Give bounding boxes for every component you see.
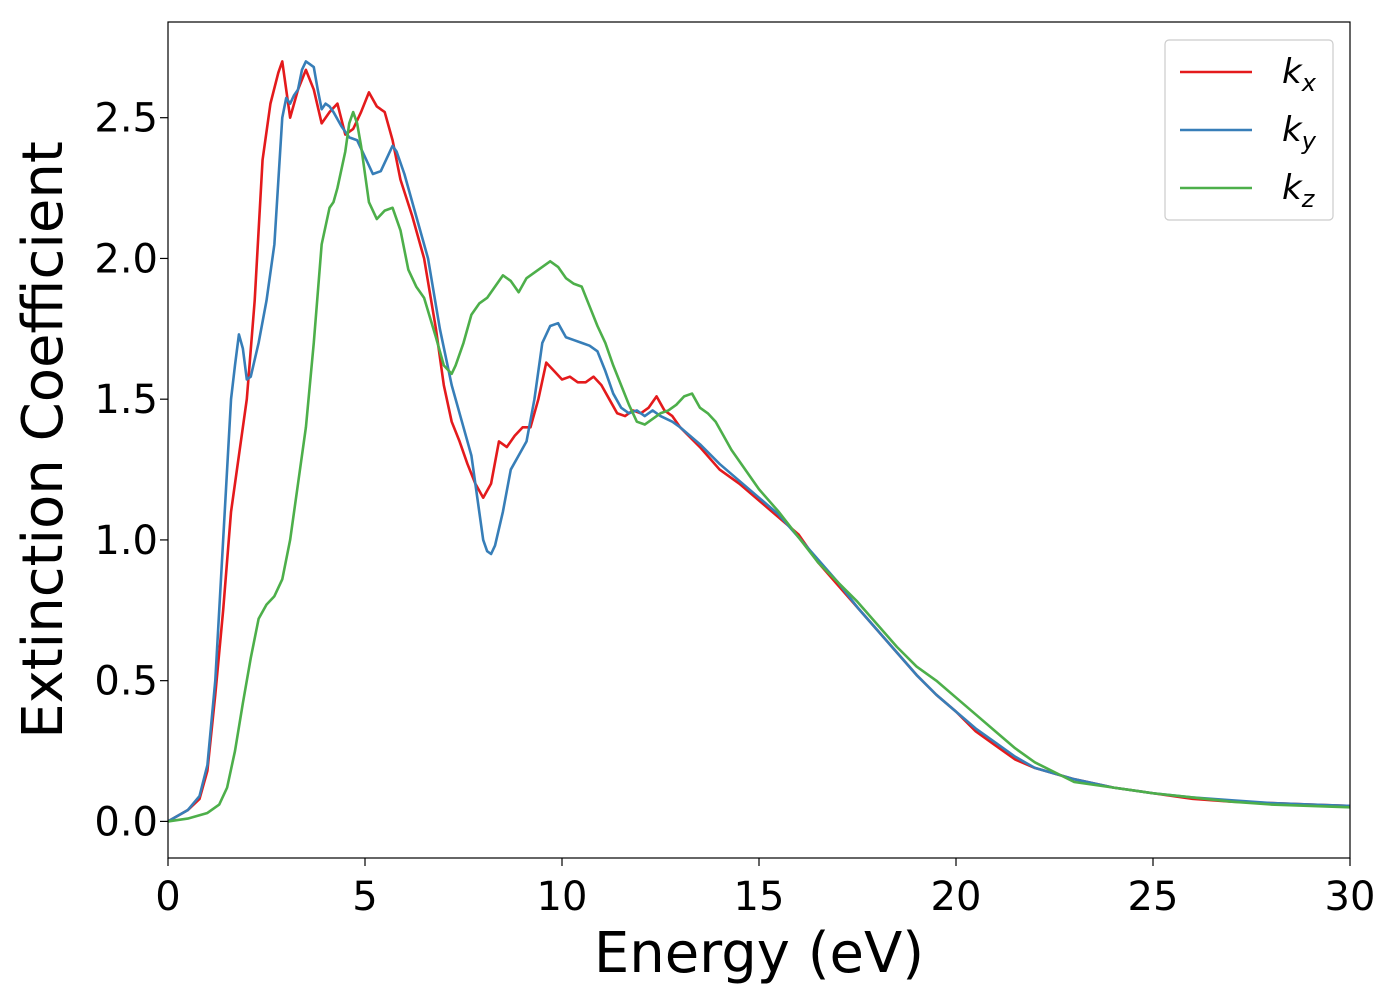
legend-label-kx: kx <box>1282 52 1317 97</box>
x-axis: 0 5 10 15 20 25 30 <box>155 858 1375 920</box>
x-tick-label: 25 <box>1128 874 1179 920</box>
x-tick-label: 30 <box>1325 874 1376 920</box>
x-axis-title: Energy (eV) <box>594 921 924 986</box>
legend-label-ky: ky <box>1282 110 1317 155</box>
series-line-kz <box>167 110 1351 823</box>
plot-area <box>168 22 1350 858</box>
y-tick-label: 1.5 <box>94 377 158 423</box>
y-tick-label: 0.5 <box>94 659 158 705</box>
y-axis: 0.0 0.5 1.0 1.5 2.0 2.5 <box>94 96 168 845</box>
x-tick-label: 20 <box>931 874 982 920</box>
x-tick-label: 15 <box>734 874 785 920</box>
x-tick-label: 5 <box>352 874 377 920</box>
y-axis-title: Extinction Coefficient <box>11 141 76 739</box>
y-tick-label: 2.0 <box>94 236 158 282</box>
y-tick-label: 2.5 <box>94 96 158 142</box>
legend-label-kz: kz <box>1282 168 1316 213</box>
y-tick-label: 1.0 <box>94 518 158 564</box>
series-line-ky <box>167 60 1351 823</box>
series-layer <box>167 60 1351 823</box>
y-tick-label: 0.0 <box>94 799 158 845</box>
legend: kx ky kz <box>1164 39 1334 221</box>
x-tick-label: 10 <box>537 874 588 920</box>
x-tick-label: 0 <box>155 874 180 920</box>
